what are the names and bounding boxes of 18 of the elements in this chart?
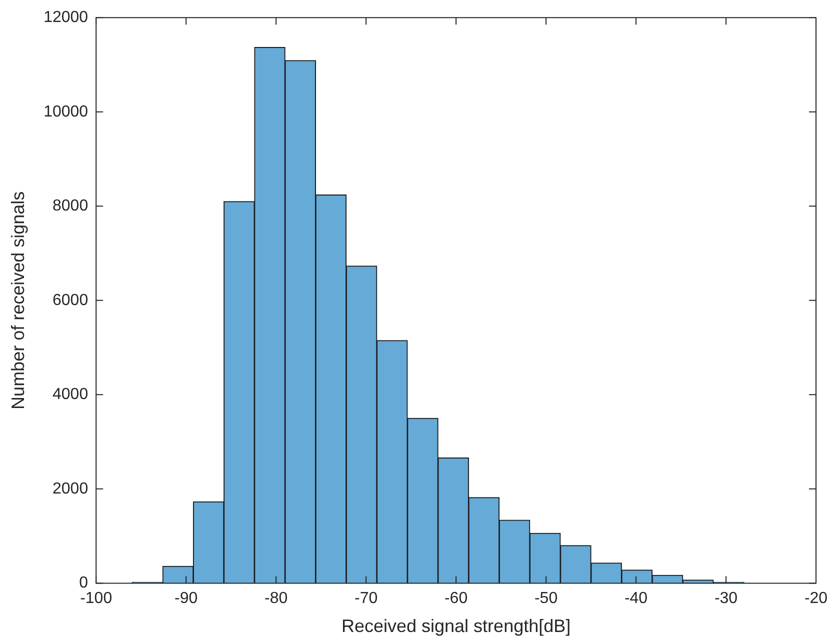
y-axis-title: Number of received signals — [8, 191, 28, 410]
y-tick-label: 2000 — [52, 480, 88, 498]
x-tick-label: -50 — [534, 590, 558, 608]
x-tick-label: -100 — [80, 590, 112, 608]
x-axis-title: Received signal strength[dB] — [341, 616, 571, 636]
y-tick-label: 0 — [79, 574, 88, 592]
x-tick-label: -60 — [444, 590, 468, 608]
x-tick-label: -70 — [354, 590, 378, 608]
y-tick-label: 6000 — [52, 292, 88, 309]
x-tick-label: -90 — [174, 590, 198, 608]
y-tick-label: 4000 — [52, 386, 88, 404]
x-tick-label: -20 — [804, 590, 828, 608]
y-tick-label: 10000 — [44, 103, 88, 120]
y-tick-label: 12000 — [44, 9, 88, 26]
x-tick-label: -80 — [264, 590, 288, 608]
x-tick-label: -30 — [714, 590, 738, 608]
y-tick-label: 8000 — [52, 198, 88, 215]
x-tick-label: -40 — [624, 590, 648, 608]
